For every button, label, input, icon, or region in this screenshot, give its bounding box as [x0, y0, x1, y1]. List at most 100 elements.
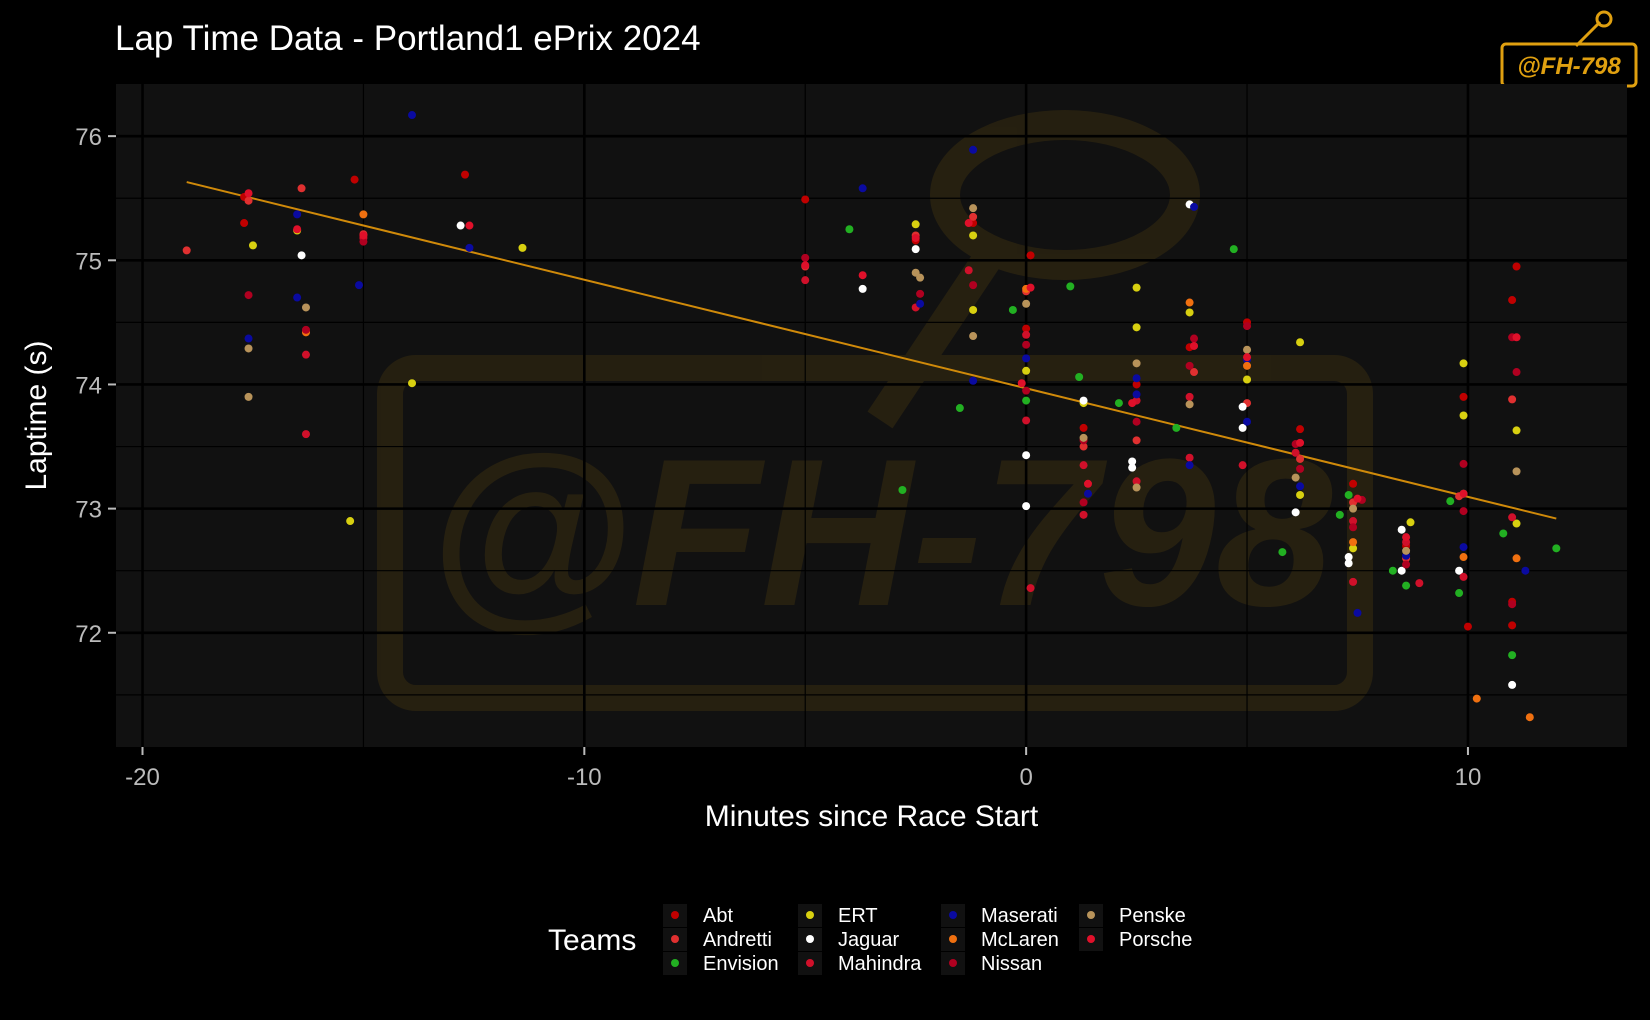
point-mclaren [1349, 538, 1358, 547]
point-maserati [1243, 417, 1252, 426]
point-envision [898, 485, 907, 494]
point-abt [1463, 622, 1472, 631]
chart-title: Lap Time Data - Portland1 ePrix 2024 [115, 19, 701, 58]
x-tick-label: 0 [1019, 764, 1032, 791]
legend-label-penske: Penske [1119, 905, 1186, 927]
point-maserati [1296, 482, 1305, 491]
trend-line-group [186, 181, 1557, 520]
point-penske [1132, 359, 1141, 368]
point-abt [1026, 251, 1035, 260]
point-mahindra [1022, 330, 1031, 339]
point-envision [1344, 490, 1353, 499]
point-nissan [1022, 386, 1031, 395]
point-jaguar [1022, 502, 1031, 511]
point-porsche [1128, 399, 1137, 408]
legend-title: Teams [548, 924, 636, 957]
point-mahindra [1185, 392, 1194, 401]
point-nissan [244, 291, 253, 300]
x-tick-label: -20 [125, 764, 160, 791]
axes: -20 -10 0 10 72 73 74 75 76 Minutes since Race St… [20, 124, 1481, 833]
point-mahindra [964, 266, 973, 275]
point-jaguar [1128, 463, 1137, 472]
point-ert [1132, 283, 1141, 292]
point-maserati [244, 334, 253, 343]
point-mahindra [1349, 577, 1358, 586]
point-porsche [964, 219, 973, 228]
y-tick-label: 75 [75, 248, 102, 275]
point-envision [1066, 282, 1075, 291]
y-tick-label: 74 [75, 372, 102, 399]
point-envision [955, 404, 964, 413]
point-andretti [1508, 395, 1517, 404]
point-ert [1459, 359, 1468, 368]
point-maserati [1190, 202, 1199, 211]
point-penske [969, 332, 978, 341]
point-porsche [1026, 283, 1035, 292]
x-axis-label: Minutes since Race Start [705, 800, 1039, 833]
point-andretti [1190, 368, 1199, 377]
legend-label-ert: ERT [838, 905, 878, 927]
point-maserati [1083, 489, 1092, 498]
point-maserati [969, 376, 978, 385]
panel-watermark: @FH-798 [377, 110, 1373, 711]
point-envision [1114, 399, 1123, 408]
point-nissan [1459, 507, 1468, 516]
point-penske [916, 273, 925, 282]
point-porsche [465, 221, 474, 230]
point-andretti [244, 196, 253, 205]
legend-key-andretti [671, 935, 679, 943]
point-nissan [1079, 498, 1088, 507]
point-porsche [244, 189, 253, 198]
point-mahindra [1459, 572, 1468, 581]
point-mahindra [301, 430, 310, 439]
point-ert [248, 241, 257, 250]
grid [116, 84, 1627, 747]
point-penske [1132, 483, 1141, 492]
point-ert [346, 517, 355, 526]
point-maserati [1132, 374, 1141, 383]
point-ert [1243, 375, 1252, 384]
legend-label-porsche: Porsche [1119, 929, 1192, 951]
point-mclaren [359, 210, 368, 219]
point-jaguar [1508, 680, 1517, 689]
legend-key-jaguar [806, 935, 814, 943]
point-abt [240, 219, 249, 228]
point-abt [1508, 621, 1517, 630]
point-abt [461, 170, 470, 179]
point-ert [1406, 518, 1415, 527]
legend-key-envision [671, 959, 679, 967]
point-envision [1278, 548, 1287, 557]
point-porsche [1512, 333, 1521, 342]
point-porsche [1190, 341, 1199, 350]
point-abt [1508, 296, 1517, 305]
point-maserati [1521, 566, 1530, 575]
point-porsche [1296, 438, 1305, 447]
point-jaguar [1128, 457, 1137, 466]
legend-key-maserati [949, 911, 957, 919]
point-mahindra [1291, 448, 1300, 457]
point-envision [1008, 305, 1017, 314]
point-penske [1402, 546, 1411, 555]
point-penske [1079, 433, 1088, 442]
x-tick-label: -10 [567, 764, 602, 791]
legend-key-mahindra [806, 959, 814, 967]
point-envision [1172, 423, 1181, 432]
legend-key-abt [671, 911, 679, 919]
point-porsche [1402, 533, 1411, 542]
point-envision [1335, 510, 1344, 519]
point-penske [244, 344, 253, 353]
plot-panel [116, 84, 1627, 747]
legend-label-mahindra: Mahindra [838, 953, 922, 975]
point-mclaren [1459, 553, 1468, 562]
point-mahindra [1026, 584, 1035, 593]
point-nissan [1243, 322, 1252, 331]
point-ert [1296, 338, 1305, 347]
point-ert [911, 220, 920, 229]
point-maserati [858, 184, 867, 193]
point-maserati [1022, 354, 1031, 363]
point-envision [1229, 245, 1238, 254]
point-jaguar [1291, 508, 1300, 517]
point-porsche [858, 271, 867, 280]
